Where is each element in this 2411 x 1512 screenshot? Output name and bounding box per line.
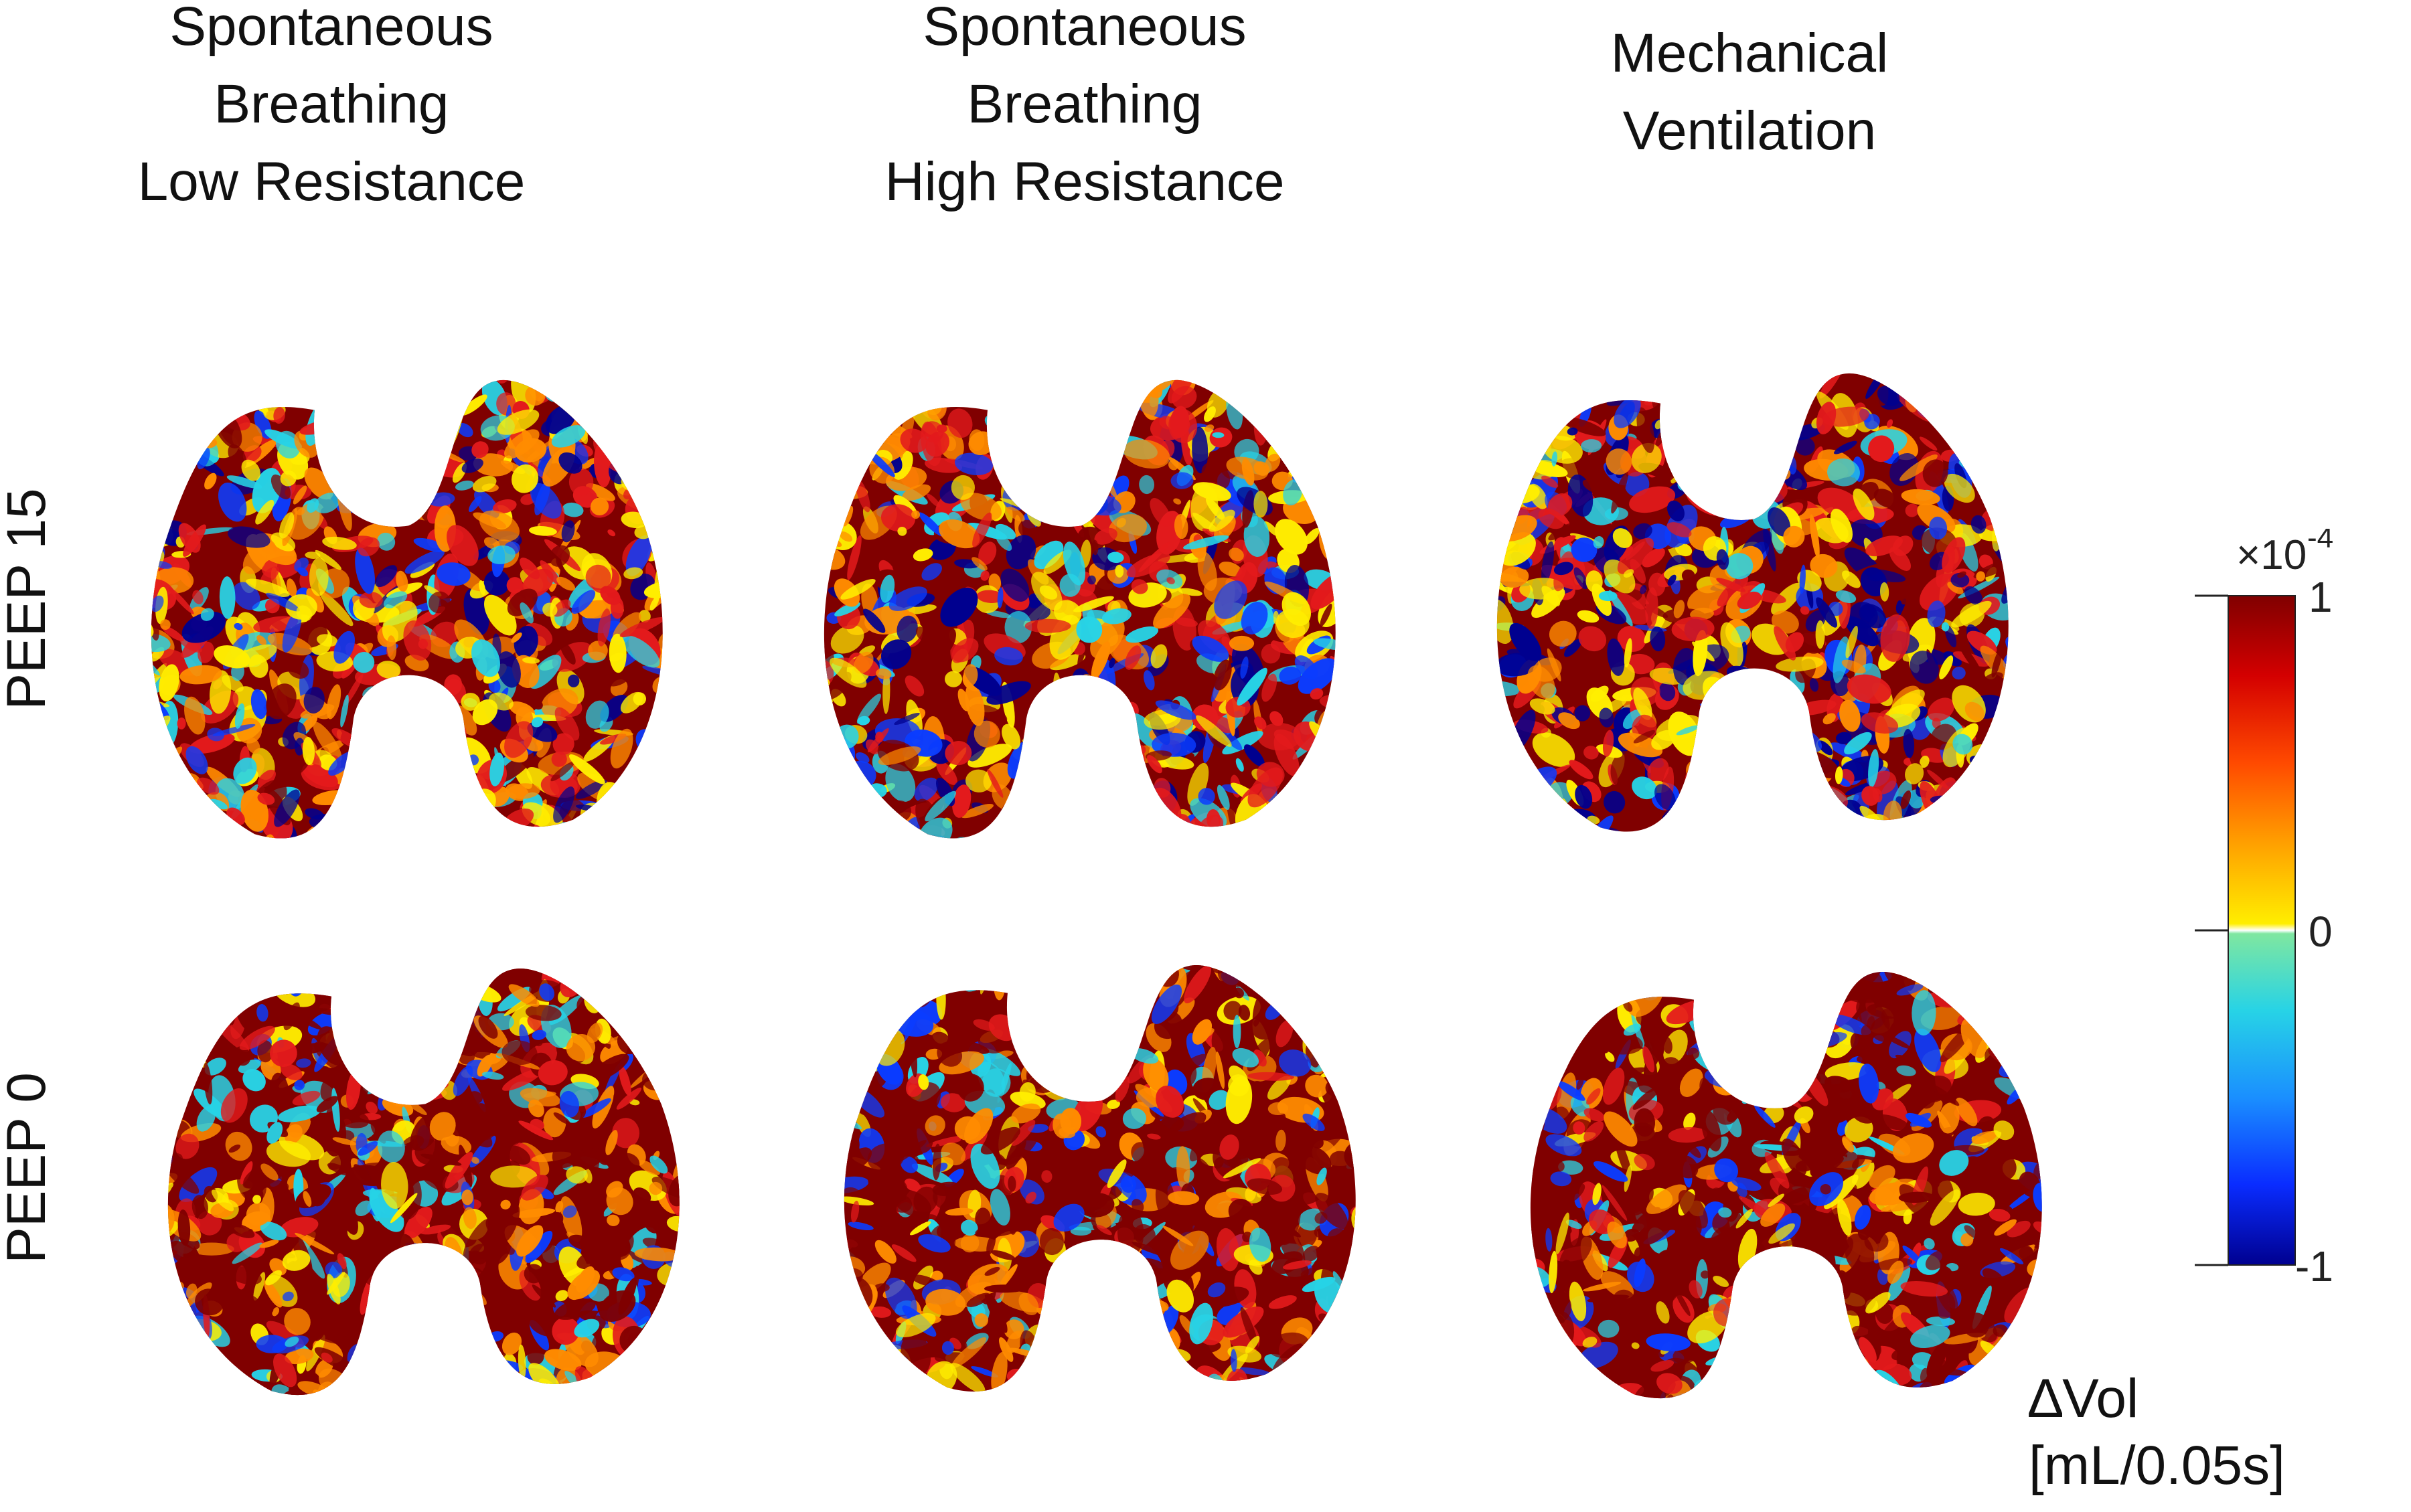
lung-map-peep0-spont-high bbox=[844, 964, 1356, 1392]
unit-symbol: ∆Vol bbox=[2029, 1368, 2139, 1429]
lung-map-peep0-spont-low-texture bbox=[167, 968, 680, 1396]
column-header-3-line-1: Mechanical bbox=[1610, 23, 1889, 84]
colorbar-exponent: ×10 bbox=[2236, 532, 2307, 578]
lung-map-peep0-spont-high-texture bbox=[844, 964, 1356, 1392]
column-header-2-line-2: Breathing bbox=[967, 74, 1202, 135]
colorbar-unit-label: ∆Vol [mL/0.05s] bbox=[2029, 1365, 2285, 1499]
colorbar-tick-label-zero: 0 bbox=[2309, 908, 2333, 956]
lung-map-peep15-spont-low bbox=[151, 380, 663, 839]
lung-map-peep0-mech-vent-texture bbox=[1530, 971, 2042, 1399]
column-header-1-line-3: Low Resistance bbox=[137, 151, 526, 212]
column-header-2-line-1: Spontaneous bbox=[923, 0, 1247, 57]
column-header-1: Spontaneous Breathing Low Resistance bbox=[77, 0, 586, 221]
column-header-2-line-3: High Resistance bbox=[884, 151, 1285, 212]
colorbar-exponent-power: -4 bbox=[2307, 529, 2333, 554]
column-header-2: Spontaneous Breathing High Resistance bbox=[830, 0, 1339, 221]
column-header-3: Mechanical Ventilation bbox=[1495, 15, 2004, 170]
row-label-peep-0: PEEP 0 bbox=[0, 1072, 57, 1264]
lung-map-peep15-mech-vent bbox=[1496, 373, 2009, 832]
lung-map-peep15-mech-vent-texture bbox=[1496, 373, 2009, 832]
colorbar-tick-label-min: -1 bbox=[2295, 1242, 2333, 1290]
lung-map-peep0-spont-low bbox=[167, 968, 680, 1396]
lung-map-peep15-spont-high-texture bbox=[824, 380, 1336, 839]
lung-map-peep15-spont-high bbox=[824, 380, 1336, 839]
column-header-3-line-2: Ventilation bbox=[1622, 100, 1877, 161]
column-header-1-line-2: Breathing bbox=[214, 74, 449, 135]
colorbar-gradient bbox=[2228, 595, 2296, 1266]
unit-text: [mL/0.05s] bbox=[2029, 1435, 2285, 1496]
colorbar-tick-label-max: 1 bbox=[2309, 573, 2333, 621]
row-label-peep-15: PEEP 15 bbox=[0, 488, 57, 710]
lung-map-peep15-spont-low-texture bbox=[151, 380, 663, 839]
lung-map-peep0-mech-vent bbox=[1530, 971, 2042, 1399]
colorbar: ×10 -4 1 0 -1 bbox=[2195, 529, 2333, 1290]
column-header-1-line-1: Spontaneous bbox=[169, 0, 493, 57]
